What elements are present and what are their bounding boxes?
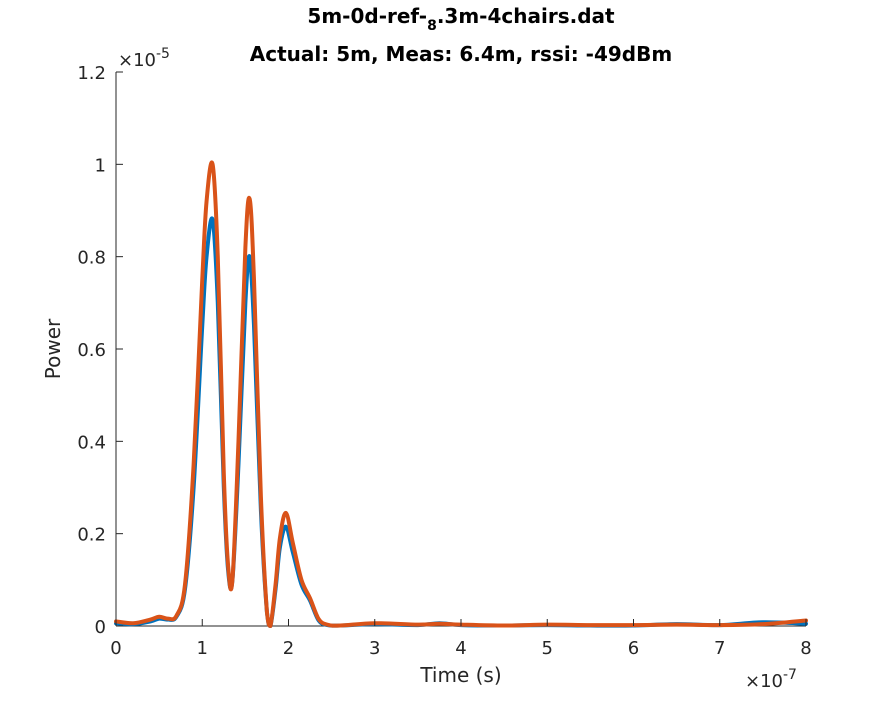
y-tick-label: 1 bbox=[95, 155, 106, 176]
y-tick-label: 1.2 bbox=[77, 63, 106, 84]
chart-title: 5m-0d-ref-8.3m-4chairs.dat bbox=[307, 4, 615, 34]
tick-layer: 0 1 2 3 4 5 6 7 8 0 0.2 0.4 0.6 0.8 1 1.2 bbox=[77, 63, 811, 659]
series-line-2 bbox=[114, 160, 808, 628]
x-tick-label: 7 bbox=[714, 638, 725, 659]
y-axis-exponent: ×10-5 bbox=[118, 46, 170, 71]
x-tick-label: 1 bbox=[197, 638, 208, 659]
x-axis-exponent: ×10-7 bbox=[745, 667, 797, 692]
x-axis-label: Time (s) bbox=[419, 663, 501, 687]
y-tick-label: 0.6 bbox=[77, 340, 106, 361]
y-tick-label: 0.8 bbox=[77, 248, 106, 269]
chart-subtitle: Actual: 5m, Meas: 6.4m, rssi: -49dBm bbox=[250, 42, 672, 66]
y-tick-label: 0.4 bbox=[77, 432, 106, 453]
x-tick-label: 5 bbox=[542, 638, 553, 659]
y-axis-label: Power bbox=[41, 318, 65, 379]
series-layer bbox=[114, 160, 808, 628]
x-tick-label: 3 bbox=[369, 638, 380, 659]
x-tick-label: 6 bbox=[628, 638, 639, 659]
x-tick-label: 4 bbox=[455, 638, 466, 659]
x-tick-label: 2 bbox=[283, 638, 294, 659]
x-tick-label: 0 bbox=[110, 638, 121, 659]
x-tick-label: 8 bbox=[800, 638, 811, 659]
y-tick-label: 0.2 bbox=[77, 525, 106, 546]
y-tick-label: 0 bbox=[95, 617, 106, 638]
